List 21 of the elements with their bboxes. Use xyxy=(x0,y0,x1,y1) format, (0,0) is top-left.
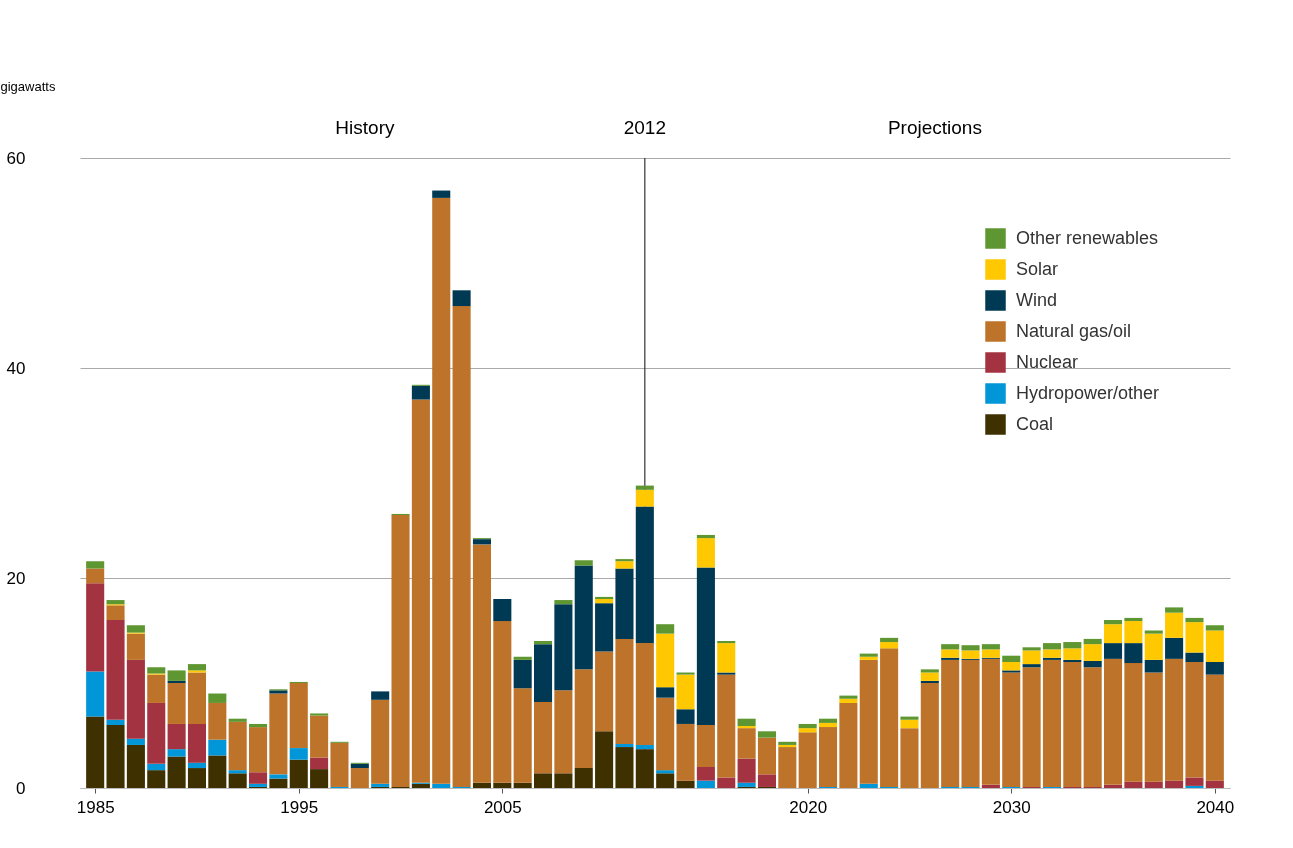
y-tick-label: 0 xyxy=(16,778,26,798)
legend-label: Solar xyxy=(1016,258,1059,279)
x-tick-label: 1995 xyxy=(280,797,319,817)
text: Projections xyxy=(887,117,982,138)
x-tick-label: 2020 xyxy=(789,797,828,817)
ref-line-label: 2012 xyxy=(623,117,666,138)
y-tick-label: 60 xyxy=(6,148,26,168)
legend-label: Other renewables xyxy=(1016,227,1159,248)
x-tick-label: 2005 xyxy=(483,797,522,817)
y-tick-label: 20 xyxy=(6,568,26,588)
legend-label: Natural gas/oil xyxy=(1016,320,1132,341)
text: History xyxy=(335,117,395,138)
legend-label: Coal xyxy=(1016,413,1054,434)
legend-label: Hydropower/other xyxy=(1016,382,1160,403)
y-axis-title: gigawatts xyxy=(0,78,56,94)
x-tick-label: 2030 xyxy=(992,797,1031,817)
legend-label: Wind xyxy=(1016,289,1058,310)
x-tick-label: 2040 xyxy=(1196,797,1235,817)
x-tick-label: 1985 xyxy=(76,797,115,817)
legend-label: Nuclear xyxy=(1016,351,1079,372)
y-tick-label: 40 xyxy=(6,358,26,378)
